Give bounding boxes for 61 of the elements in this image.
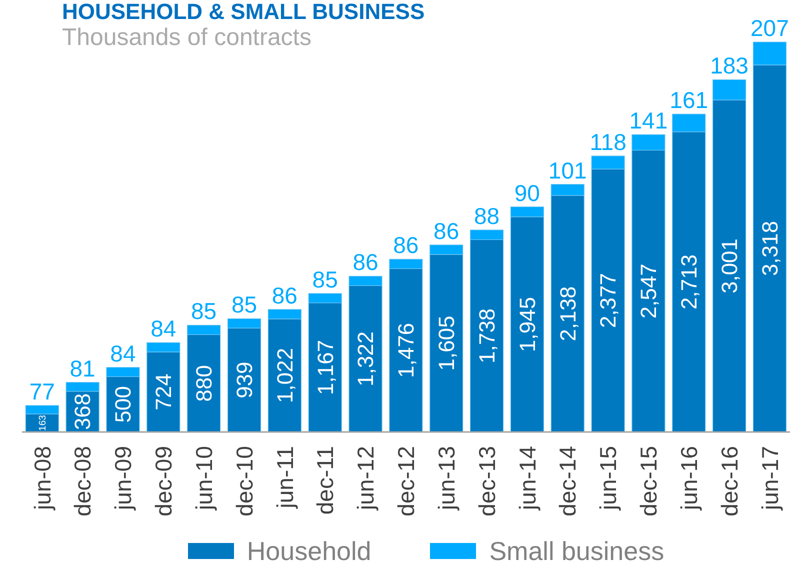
data-label: 2,377 <box>596 272 621 328</box>
data-label: 90 <box>514 180 540 206</box>
data-label: 183 <box>710 52 748 79</box>
data-label: 939 <box>232 362 257 398</box>
x-tick-label: dec-15 <box>636 446 662 516</box>
x-tick-label: jun-09 <box>110 446 136 511</box>
x-tick-label: dec-08 <box>70 446 96 516</box>
data-label: 207 <box>750 15 789 41</box>
data-label: 85 <box>231 292 258 318</box>
data-label: 86 <box>352 249 378 276</box>
data-label: 88 <box>474 202 500 229</box>
data-label: 880 <box>192 364 217 402</box>
x-tick-label: jun-08 <box>29 446 56 511</box>
x-tick-label: dec-14 <box>554 446 581 516</box>
data-label: 2,138 <box>555 286 580 342</box>
x-tick-label: jun-14 <box>514 446 540 511</box>
x-tick-label: dec-13 <box>474 446 500 516</box>
data-label: 163 <box>37 415 48 431</box>
data-label: 1,738 <box>474 308 500 364</box>
data-label: 84 <box>110 340 136 366</box>
data-label: 1,605 <box>434 316 460 371</box>
x-tick-label: dec-16 <box>716 446 742 516</box>
x-tick-label: dec-12 <box>393 446 420 516</box>
data-label: 85 <box>191 298 217 324</box>
data-label: 86 <box>393 232 419 258</box>
x-tick-label: jun-11 <box>272 446 298 510</box>
data-label: 368 <box>70 393 96 430</box>
data-label: 118 <box>590 128 626 155</box>
x-tick-label: jun-17 <box>756 446 783 511</box>
data-label: 101 <box>548 157 587 184</box>
data-label: 3,001 <box>716 238 742 294</box>
data-label: 141 <box>629 108 668 134</box>
x-tick-label: jun-12 <box>352 446 379 511</box>
data-label: 161 <box>670 87 708 114</box>
data-label: 1,945 <box>514 296 540 352</box>
x-tick-label: dec-09 <box>150 446 177 516</box>
data-label: 81 <box>70 355 96 382</box>
data-label: 724 <box>151 374 176 410</box>
legend-label: Household <box>246 536 372 566</box>
data-label: 1,476 <box>394 322 419 378</box>
chart-subtitle: Thousands of contracts <box>62 24 312 51</box>
data-label: 1,322 <box>353 331 378 386</box>
x-tick-label: jun-10 <box>190 446 217 511</box>
data-label: 86 <box>434 218 460 244</box>
x-tick-label: dec-11 <box>312 446 338 515</box>
data-label: 85 <box>312 266 338 292</box>
data-label: 500 <box>110 386 136 423</box>
data-label: 2,547 <box>636 264 662 319</box>
data-label: 1,022 <box>272 348 298 403</box>
data-label: 3,318 <box>757 220 782 276</box>
x-tick-label: jun-16 <box>676 446 702 511</box>
legend-label: Small business <box>489 536 664 566</box>
data-label: 2,713 <box>676 254 702 310</box>
data-label: 84 <box>150 316 176 342</box>
data-label: 77 <box>29 378 55 404</box>
x-tick-label: jun-15 <box>595 446 622 511</box>
x-tick-label: jun-13 <box>433 446 460 511</box>
data-label: 86 <box>272 282 298 308</box>
chart-title: HOUSEHOLD & SMALL BUSINESS <box>62 0 425 24</box>
data-label: 1,167 <box>312 340 338 395</box>
x-tick-label: dec-10 <box>231 446 258 516</box>
